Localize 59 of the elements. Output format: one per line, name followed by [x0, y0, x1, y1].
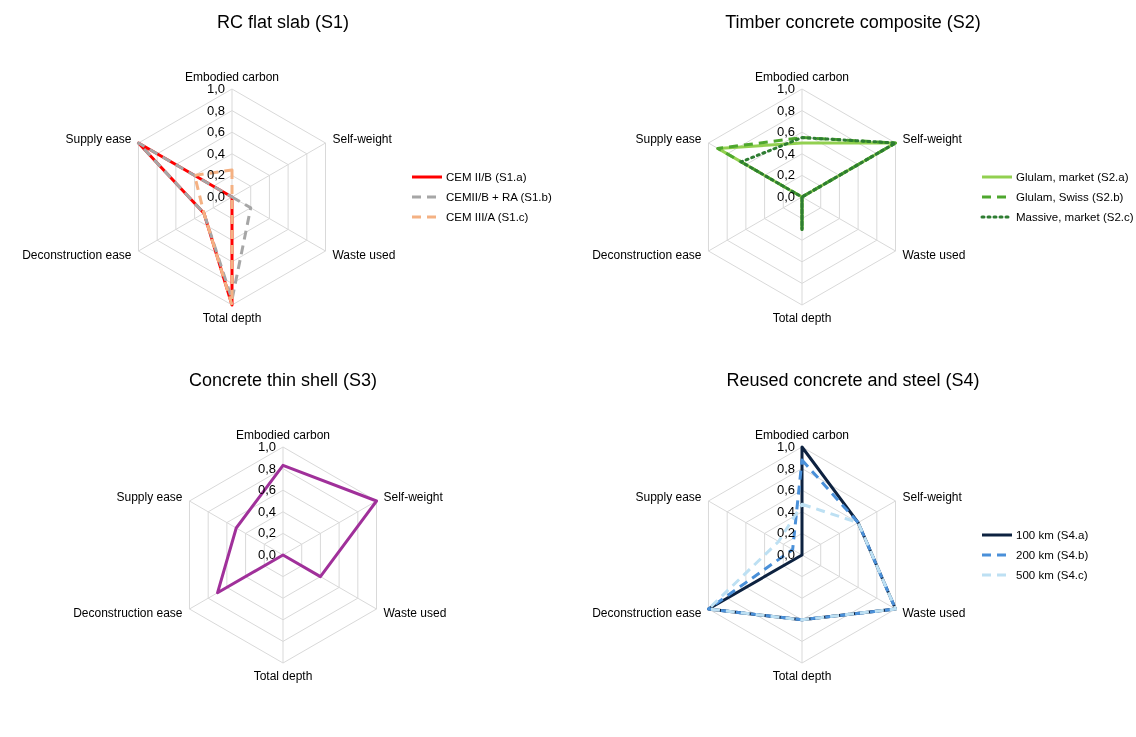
- spoke-label: Supply ease: [635, 490, 702, 505]
- y-tick-label: 0,2: [776, 167, 795, 183]
- spoke-label: Self-weight: [902, 490, 963, 505]
- y-tick-label: 0,2: [776, 525, 795, 541]
- spoke-label: Waste used: [383, 606, 447, 621]
- y-tick-label: 0,0: [776, 189, 795, 204]
- y-tick-label: 0,0: [257, 547, 276, 562]
- spoke-label: Waste used: [332, 248, 396, 263]
- y-tick-label: 1,0: [776, 439, 795, 454]
- legend-label: 200 km (S4.b): [1016, 549, 1089, 561]
- y-tick-label: 0,2: [257, 525, 276, 541]
- y-tick-label: 0,6: [776, 124, 795, 140]
- spoke-label: Supply ease: [65, 132, 132, 147]
- legend-label: Glulam, market (S2.a): [1016, 171, 1129, 183]
- legend-label: CEM II/B (S1.a): [446, 171, 527, 183]
- y-tick-label: 1,0: [257, 439, 276, 454]
- legend-label: Glulam, Swiss (S2.b): [1016, 191, 1124, 203]
- chart-title: Timber concrete composite (S2): [725, 12, 981, 34]
- spoke-label: Waste used: [902, 606, 966, 621]
- spoke-label: Deconstruction ease: [73, 606, 183, 621]
- spoke-label: Embodied carbon: [754, 428, 850, 442]
- legend-label: CEMII/B + RA (S1.b): [446, 191, 552, 203]
- y-tick-label: 1,0: [776, 81, 795, 96]
- y-tick-label: 0,4: [776, 503, 795, 519]
- y-tick-label: 0,6: [206, 124, 225, 140]
- spoke-label: Deconstruction ease: [592, 606, 702, 621]
- y-tick-label: 0,2: [206, 167, 225, 183]
- y-tick-label: 0,8: [776, 460, 795, 476]
- spoke-label: Supply ease: [116, 490, 183, 505]
- y-tick-label: 0,0: [206, 189, 225, 204]
- y-tick-label: 1,0: [206, 81, 225, 96]
- spoke-label: Self-weight: [332, 132, 393, 147]
- chart-title: Reused concrete and steel (S4): [726, 370, 980, 392]
- y-tick-label: 0,8: [257, 460, 276, 476]
- spoke-label: Embodied carbon: [235, 428, 331, 442]
- chart-title: RC flat slab (S1): [216, 12, 350, 34]
- legend-label: CEM III/A (S1.c): [446, 211, 529, 223]
- spoke-label: Total depth: [253, 668, 313, 683]
- y-tick-label: 0,4: [206, 145, 225, 161]
- spoke-label: Self-weight: [902, 132, 963, 147]
- spoke-label: Total depth: [772, 668, 832, 683]
- legend-label: Massive, market (S2.c): [1016, 211, 1134, 223]
- spoke-label: Embodied carbon: [184, 70, 280, 84]
- y-tick-label: 0,4: [257, 503, 276, 519]
- spoke-label: Total depth: [202, 310, 262, 325]
- chart-title: Concrete thin shell (S3): [188, 370, 378, 392]
- spoke-label: Self-weight: [383, 490, 444, 505]
- spoke-label: Total depth: [772, 310, 832, 325]
- spoke-label: Supply ease: [635, 132, 702, 147]
- y-tick-label: 0,8: [776, 102, 795, 118]
- y-tick-label: 0,6: [776, 482, 795, 498]
- legend-label: 500 km (S4.c): [1016, 569, 1088, 581]
- y-tick-label: 0,8: [206, 102, 225, 118]
- y-tick-label: 0,4: [776, 145, 795, 161]
- spoke-label: Deconstruction ease: [592, 248, 702, 263]
- legend-label: 100 km (S4.a): [1016, 529, 1089, 541]
- spoke-label: Deconstruction ease: [22, 248, 132, 263]
- spoke-label: Waste used: [902, 248, 966, 263]
- spoke-label: Embodied carbon: [754, 70, 850, 84]
